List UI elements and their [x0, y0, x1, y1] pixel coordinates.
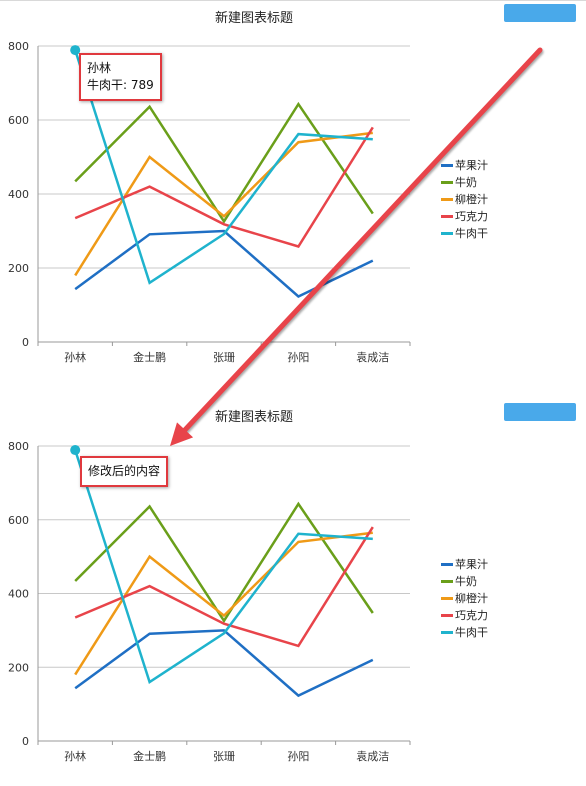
- series-line-3: [74, 131, 373, 277]
- y-tick-label: 600: [8, 114, 29, 127]
- y-tick-label: 400: [8, 188, 29, 201]
- chart-1-tooltip-line2: 牛肉干: 789: [87, 78, 154, 92]
- y-tick-label: 0: [22, 336, 29, 349]
- highlighted-point: [70, 445, 81, 456]
- legend-label: 巧克力: [455, 609, 488, 622]
- legend-swatch: [441, 215, 453, 218]
- series-line-1: [74, 629, 374, 698]
- arrow-head: [170, 422, 194, 446]
- x-tick-label: 孙林: [64, 350, 86, 364]
- chart-2-action-button[interactable]: [504, 403, 576, 421]
- legend-swatch: [441, 614, 453, 617]
- x-tick-label: 张珊: [213, 351, 235, 364]
- legend-swatch: [441, 164, 453, 167]
- x-tick-label: 金士鹏: [133, 749, 166, 763]
- legend-label: 柳橙汁: [455, 192, 488, 206]
- y-tick-label: 200: [8, 262, 29, 275]
- chart-2-tooltip-line1: 修改后的内容: [88, 464, 161, 478]
- series-line-2: [74, 501, 374, 624]
- chart-2: 新建图表标题 0 200 400 600 800 孙林 金士鹏 张珊 孙阳 袁成洁 苹果汁牛奶柳橙汁巧…: [8, 409, 488, 763]
- arrow-shaft: [180, 47, 543, 435]
- chart-2-tooltip: 修改后的内容: [80, 456, 169, 487]
- series-line-2: [74, 101, 374, 224]
- x-tick-label: 孙阳: [287, 750, 309, 763]
- y-tick-label: 800: [8, 440, 29, 453]
- x-tick-label: 孙阳: [287, 351, 309, 364]
- y-tick-label: 400: [8, 588, 29, 601]
- legend-swatch: [441, 597, 453, 600]
- legend-label: 柳橙汁: [455, 591, 488, 605]
- legend-label: 牛奶: [455, 574, 477, 588]
- chart-title: 新建图表标题: [215, 10, 293, 26]
- legend-swatch: [441, 631, 453, 634]
- series-line-5: [74, 449, 373, 684]
- y-tick-label: 800: [8, 40, 29, 53]
- legend-swatch: [441, 563, 453, 566]
- chart-1-action-button[interactable]: [504, 4, 576, 22]
- x-tick-label: 孙林: [64, 749, 86, 763]
- legend-swatch: [441, 181, 453, 184]
- x-tick-label: 袁成洁: [356, 351, 389, 364]
- legend-swatch: [441, 198, 453, 201]
- legend-swatch: [441, 580, 453, 583]
- series-line-5: [74, 49, 373, 285]
- y-tick-label: 600: [8, 514, 29, 527]
- legend-label: 牛肉干: [455, 226, 488, 240]
- series-line-3: [74, 531, 373, 676]
- chart-title: 新建图表标题: [215, 409, 293, 425]
- chart-1-tooltip: 孙林 牛肉干: 789: [79, 53, 162, 101]
- series-line-1: [74, 229, 374, 298]
- legend-label: 牛肉干: [455, 625, 488, 639]
- x-tick-label: 张珊: [213, 750, 235, 763]
- series-line-4: [74, 526, 374, 648]
- x-tick-label: 袁成洁: [356, 750, 389, 763]
- annotation-arrow: [170, 47, 543, 446]
- series-line-4: [74, 126, 374, 248]
- legend-label: 巧克力: [455, 210, 488, 223]
- legend-label: 牛奶: [455, 175, 477, 189]
- highlighted-point: [70, 45, 81, 56]
- chart-1-tooltip-line1: 孙林: [87, 61, 112, 75]
- y-tick-label: 0: [22, 735, 29, 748]
- top-divider: [0, 0, 586, 1]
- legend-label: 苹果汁: [455, 158, 488, 172]
- y-tick-label: 200: [8, 661, 29, 674]
- x-tick-label: 金士鹏: [133, 350, 166, 364]
- legend-swatch: [441, 232, 453, 235]
- legend-label: 苹果汁: [455, 557, 488, 571]
